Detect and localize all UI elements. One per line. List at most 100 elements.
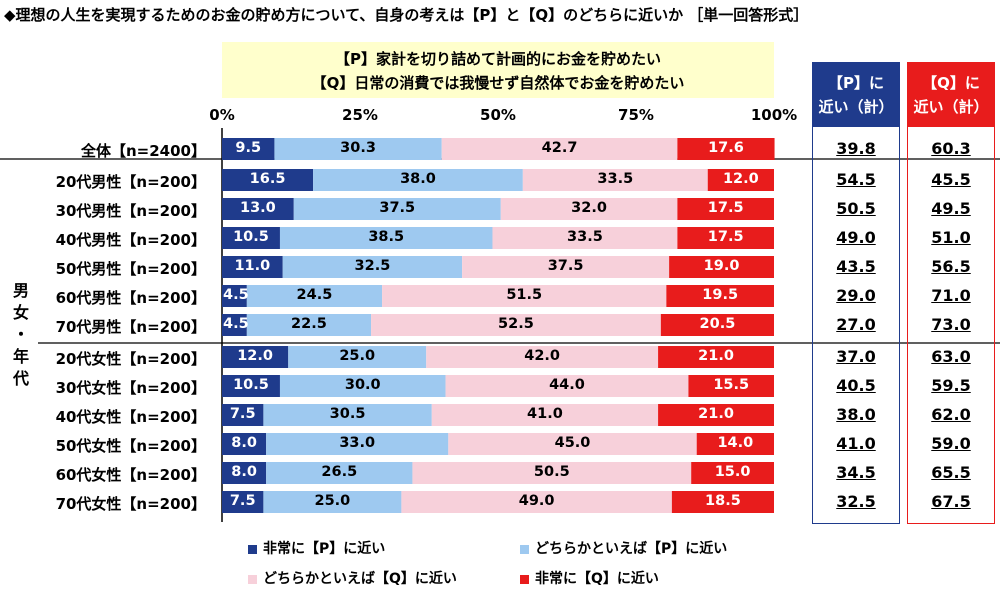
x-tick-label: 75% [618, 106, 654, 124]
bar-segment-very_p [222, 433, 267, 455]
bar-value-label: 11.0 [234, 258, 271, 274]
bar-value-label: 33.5 [597, 171, 634, 187]
bar-value-label: 8.0 [231, 435, 257, 451]
bar-segment-somewhat_p [274, 138, 442, 160]
p-total-value: 39.8 [836, 139, 876, 158]
bar-value-label: 32.0 [571, 200, 607, 216]
bar-segment-somewhat_q [492, 227, 678, 249]
p-total-value: 34.5 [836, 463, 876, 482]
bar-value-label: 15.0 [714, 464, 751, 480]
bar-segment-very_q [658, 404, 774, 426]
bar-segment-somewhat_p [246, 285, 383, 307]
bar-segment-somewhat_p [288, 346, 427, 368]
p-total-value: 27.0 [836, 315, 876, 334]
bar-segment-very_q [671, 491, 774, 513]
q-total-value: 49.5 [931, 199, 971, 218]
bar-value-label: 42.0 [524, 348, 561, 364]
q-total-value: 63.0 [931, 347, 971, 366]
bar-value-label: 33.0 [339, 435, 376, 451]
bar-value-label: 52.5 [498, 316, 534, 332]
bar-segment-very_q [707, 169, 774, 191]
group-label-char: 男 [12, 281, 29, 300]
bar-segment-somewhat_q [371, 314, 661, 336]
bar-value-label: 12.0 [722, 171, 759, 187]
bar-value-label: 15.5 [713, 377, 750, 393]
bar-segment-somewhat_q [431, 404, 659, 426]
row-label: 全体【n=2400】 [81, 142, 206, 160]
bar-value-label: 30.0 [344, 377, 381, 393]
bar-segment-very_p [222, 346, 289, 368]
p-total-header-line2: 近い（計） [818, 98, 894, 116]
row-label: 50代女性【n=200】 [55, 437, 206, 455]
row-label: 20代女性【n=200】 [55, 350, 206, 368]
bar-segment-somewhat_p [263, 491, 402, 513]
p-total-value: 43.5 [836, 257, 876, 276]
group-label-char: ・ [12, 325, 29, 344]
p-total-value: 54.5 [836, 170, 876, 189]
q-total-value: 51.0 [931, 228, 971, 247]
bar-value-label: 21.0 [698, 406, 734, 422]
bar-segment-somewhat_p [279, 375, 446, 397]
bar-segment-very_q [669, 256, 774, 278]
p-total-value: 32.5 [836, 492, 876, 511]
bar-segment-very_p [222, 314, 247, 336]
p-total-value: 41.0 [836, 434, 876, 453]
legend-label: 非常に【Q】に近い [535, 571, 659, 587]
q-total-value: 65.5 [931, 463, 971, 482]
x-tick-label: 25% [342, 106, 378, 124]
bar-segment-somewhat_q [448, 433, 697, 455]
bar-segment-somewhat_q [500, 198, 678, 220]
bar-segment-somewhat_p [263, 404, 432, 426]
legend-swatch [248, 544, 257, 554]
row-label: 30代女性【n=200】 [55, 379, 206, 397]
bar-value-label: 4.5 [223, 287, 249, 303]
p-total-value: 38.0 [836, 405, 876, 424]
bar-segment-very_q [677, 227, 774, 249]
bar-value-label: 30.3 [340, 140, 376, 156]
bar-value-label: 14.0 [717, 435, 754, 451]
bar-segment-somewhat_q [412, 462, 692, 484]
bar-value-label: 19.5 [702, 287, 739, 303]
bar-segment-somewhat_q [522, 169, 708, 191]
q-total-header: 【Q】に 近い（計） [908, 63, 994, 127]
bar-segment-very_q [658, 346, 774, 368]
bar-value-label: 42.7 [541, 140, 578, 156]
bar-value-label: 25.0 [339, 348, 376, 364]
group-label-char: 年 [12, 347, 29, 366]
legend-swatch [520, 544, 529, 554]
bar-value-label: 21.0 [698, 348, 734, 364]
bar-value-label: 38.0 [400, 171, 436, 187]
q-total-column: 【Q】に 近い（計） [907, 62, 995, 524]
bar-value-label: 19.0 [703, 258, 740, 274]
bar-value-label: 37.5 [379, 200, 416, 216]
bar-segment-somewhat_p [279, 227, 493, 249]
bar-value-label: 18.5 [705, 493, 741, 509]
bar-segment-somewhat_q [426, 346, 659, 368]
bar-segment-somewhat_p [266, 462, 413, 484]
group-label-gender-age: 男女・年代 [10, 280, 32, 390]
bar-segment-very_q [677, 138, 775, 160]
bar-segment-very_p [222, 491, 264, 513]
bar-value-label: 7.5 [229, 493, 256, 509]
legend-item-somewhat_p: どちらかといえば【P】に近い [520, 538, 727, 558]
p-total-header: 【P】に 近い（計） [813, 63, 899, 127]
bar-value-label: 17.6 [708, 140, 744, 156]
q-total-value: 60.3 [931, 139, 971, 158]
bar-value-label: 10.5 [233, 377, 269, 393]
x-tick-label: 50% [480, 106, 516, 124]
bar-value-label: 9.5 [235, 140, 262, 156]
bar-segment-somewhat_p [266, 433, 449, 455]
bar-segment-somewhat_p [282, 256, 463, 278]
p-total-value: 50.5 [836, 199, 876, 218]
p-total-header-line1: 【P】に [828, 74, 884, 92]
q-total-value: 59.0 [931, 434, 971, 453]
bar-value-label: 33.5 [567, 229, 603, 245]
bar-value-label: 45.0 [554, 435, 591, 451]
p-total-value: 29.0 [836, 286, 876, 305]
row-label: 40代女性【n=200】 [55, 408, 206, 426]
q-total-header-line1: 【Q】に [922, 74, 980, 92]
row-label: 70代男性【n=200】 [55, 318, 206, 336]
bar-segment-very_p [222, 138, 275, 160]
legend-label: どちらかといえば【P】に近い [535, 541, 728, 557]
statement-q: 【Q】日常の消費では我慢せず自然体でお金を貯めたい [311, 74, 685, 92]
